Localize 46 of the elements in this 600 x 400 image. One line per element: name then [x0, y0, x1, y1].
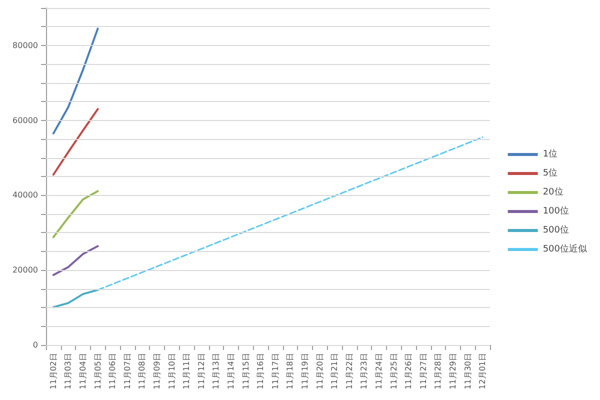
x-tick-label: 11月29日 [448, 353, 458, 390]
y-tick-label: 80000 [12, 40, 38, 50]
x-tick-label: 11月22日 [344, 353, 354, 390]
line-series [52, 190, 99, 238]
x-tick-label: 11月24日 [374, 353, 384, 390]
x-tick-label: 11月08日 [138, 353, 147, 390]
x-tick-label: 11月11日 [182, 353, 192, 390]
x-tick-label: 11月12日 [196, 353, 206, 390]
x-tick-label: 11月18日 [286, 353, 295, 390]
x-tick-label: 11月26日 [404, 353, 414, 390]
x-tick-label: 11月28日 [434, 353, 443, 390]
line-series [52, 28, 99, 134]
y-tick-label: 20000 [12, 266, 38, 275]
x-tick-label: 11月25日 [389, 353, 398, 390]
x-tick-label: 11月10日 [167, 353, 176, 390]
x-tick-label: 11月20日 [315, 353, 324, 390]
x-tick-label: 11月09日 [152, 353, 162, 390]
x-tick-label: 11月16日 [256, 353, 266, 390]
x-tick-label: 11月03日 [64, 353, 73, 390]
x-tick-label: 11月06日 [108, 353, 118, 390]
y-tick-label: 60000 [12, 116, 38, 125]
line-series [52, 108, 99, 176]
x-tick-label: 11月21日 [330, 353, 340, 390]
x-tick-label: 11月15日 [241, 353, 250, 390]
x-tick-label: 11月23日 [360, 353, 369, 390]
x-tick-label: 12月01日 [478, 353, 488, 390]
y-tick-label: 0 [32, 340, 38, 350]
x-tick-label: 11月05日 [93, 353, 102, 390]
legend-label: 5位 [542, 168, 558, 178]
legend-label: 500位近似 [542, 244, 588, 254]
legend-label: 1位 [542, 148, 558, 160]
x-tick-label: 11月02日 [48, 353, 58, 390]
x-tick-label: 11月13日 [212, 353, 221, 390]
x-tick-label: 11月04日 [78, 353, 88, 390]
legend-label: 20位 [542, 186, 564, 198]
x-tick-label: 11月30日 [463, 353, 472, 390]
line-series [52, 245, 99, 276]
x-tick-label: 11月14日 [226, 353, 236, 390]
legend-label: 500位 [542, 224, 570, 236]
x-tick-label: 11月27日 [418, 353, 428, 390]
x-tick-label: 11月07日 [122, 353, 132, 390]
line-series [52, 288, 99, 308]
x-tick-label: 11月19日 [300, 353, 310, 390]
y-tick-label: 40000 [12, 190, 38, 200]
x-tick-label: 11月17日 [270, 353, 280, 390]
legend-label: 100位 [542, 206, 570, 216]
